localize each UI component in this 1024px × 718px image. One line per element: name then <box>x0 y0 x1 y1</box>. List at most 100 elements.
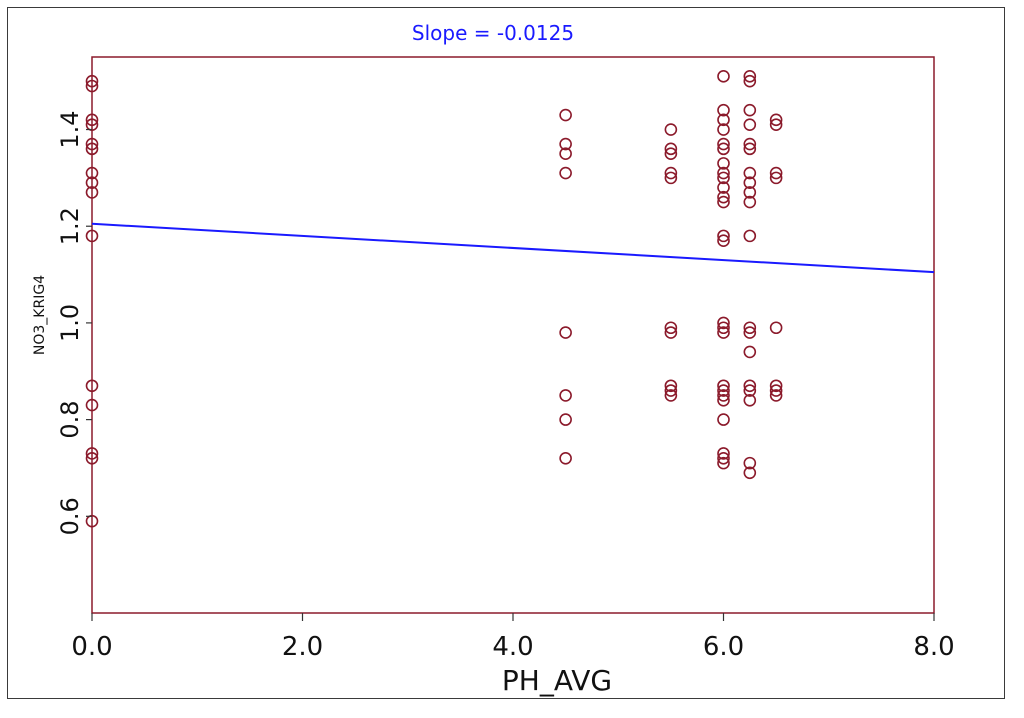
data-point-77 <box>769 113 783 127</box>
data-point-72 <box>743 379 757 393</box>
data-point-49 <box>717 326 730 339</box>
data-point-62 <box>743 137 757 151</box>
data-point-5 <box>85 142 99 156</box>
data-point-15 <box>559 108 572 122</box>
data-point-50 <box>717 379 730 393</box>
data-point-24 <box>664 142 678 156</box>
data-point-65 <box>743 176 757 190</box>
data-point-56 <box>717 451 730 465</box>
data-point-3 <box>85 118 99 131</box>
data-points <box>85 70 783 528</box>
x-tick-label-2: 4.0 <box>492 632 533 662</box>
data-point-51 <box>717 384 730 397</box>
data-point-39 <box>717 157 730 170</box>
data-point-70 <box>743 326 757 339</box>
data-point-25 <box>664 147 678 160</box>
x-axis-label: PH_AVG <box>502 664 612 697</box>
data-point-36 <box>717 123 730 136</box>
data-point-73 <box>743 384 757 397</box>
y-tick-label-0: 0.6 <box>56 497 84 535</box>
data-point-42 <box>717 181 730 194</box>
data-point-78 <box>769 118 783 131</box>
data-point-53 <box>717 393 730 407</box>
data-point-19 <box>559 326 572 339</box>
data-point-69 <box>743 321 757 335</box>
data-point-28 <box>664 321 678 335</box>
data-point-80 <box>769 171 783 185</box>
x-tick-label-1: 2.0 <box>282 632 323 662</box>
data-point-26 <box>664 166 678 180</box>
data-point-9 <box>85 229 99 243</box>
data-point-27 <box>664 171 678 185</box>
plot-frame <box>91 56 935 614</box>
data-point-6 <box>85 166 99 180</box>
data-point-11 <box>85 398 99 412</box>
data-point-55 <box>717 447 730 460</box>
data-point-10 <box>85 379 99 393</box>
data-point-20 <box>559 389 572 402</box>
data-point-18 <box>559 166 572 180</box>
data-point-74 <box>743 393 757 407</box>
x-axis-ticks: 0.0 2.0 4.0 6.0 8.0 <box>71 613 955 662</box>
data-point-79 <box>769 166 783 180</box>
data-point-82 <box>769 379 783 393</box>
x-tick-label-4: 8.0 <box>913 632 954 662</box>
data-point-41 <box>717 171 730 185</box>
data-point-64 <box>743 166 757 180</box>
data-point-76 <box>743 466 757 480</box>
data-point-52 <box>717 389 730 402</box>
data-point-83 <box>769 384 783 397</box>
data-point-16 <box>559 137 572 151</box>
data-point-84 <box>769 389 783 402</box>
data-point-35 <box>717 113 730 127</box>
y-tick-label-3: 1.2 <box>56 207 84 245</box>
data-point-71 <box>743 345 757 359</box>
data-point-33 <box>717 70 730 83</box>
data-point-14 <box>85 514 99 528</box>
data-point-37 <box>717 137 730 151</box>
chart-frame <box>7 7 1005 699</box>
data-point-13 <box>85 451 99 465</box>
data-point-66 <box>743 186 757 199</box>
data-point-23 <box>664 123 678 136</box>
data-point-61 <box>743 118 757 131</box>
data-point-57 <box>717 456 730 470</box>
data-point-45 <box>717 229 730 243</box>
data-point-21 <box>559 413 572 426</box>
chart-title: Slope = -0.0125 <box>412 21 574 45</box>
x-tick-label-3: 6.0 <box>703 632 744 662</box>
trend-line <box>91 222 935 274</box>
data-point-8 <box>85 186 99 199</box>
data-point-68 <box>743 229 757 243</box>
data-point-40 <box>717 166 730 180</box>
data-point-81 <box>769 321 783 335</box>
data-point-47 <box>717 316 730 330</box>
data-point-60 <box>743 103 757 117</box>
data-point-75 <box>743 456 757 470</box>
data-point-30 <box>664 379 678 393</box>
data-point-1 <box>85 79 99 93</box>
data-point-12 <box>85 447 99 460</box>
data-point-43 <box>717 190 730 204</box>
x-tick-label-0: 0.0 <box>71 632 112 662</box>
data-point-46 <box>717 234 730 248</box>
data-point-38 <box>717 142 730 156</box>
data-point-48 <box>717 321 730 335</box>
data-point-63 <box>743 142 757 156</box>
y-tick-label-2: 1.0 <box>56 304 84 342</box>
data-point-22 <box>559 451 572 465</box>
data-point-17 <box>559 147 572 160</box>
data-point-44 <box>717 195 730 209</box>
y-tick-label-1: 0.8 <box>56 401 84 439</box>
data-point-58 <box>743 70 757 83</box>
data-point-31 <box>664 384 678 397</box>
data-point-4 <box>85 137 99 151</box>
data-point-29 <box>664 326 678 339</box>
data-point-2 <box>85 113 99 127</box>
data-point-32 <box>664 389 678 402</box>
y-axis-label: NO3_KRIG4 <box>32 275 48 355</box>
data-point-67 <box>743 195 757 209</box>
data-point-59 <box>743 74 757 88</box>
y-axis-ticks: 0.6 0.8 1.0 1.2 1.4 <box>56 110 92 535</box>
